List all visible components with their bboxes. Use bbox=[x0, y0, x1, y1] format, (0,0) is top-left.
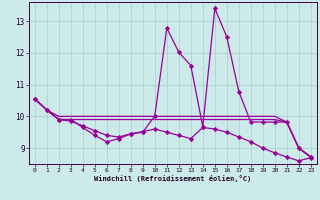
X-axis label: Windchill (Refroidissement éolien,°C): Windchill (Refroidissement éolien,°C) bbox=[94, 175, 252, 182]
